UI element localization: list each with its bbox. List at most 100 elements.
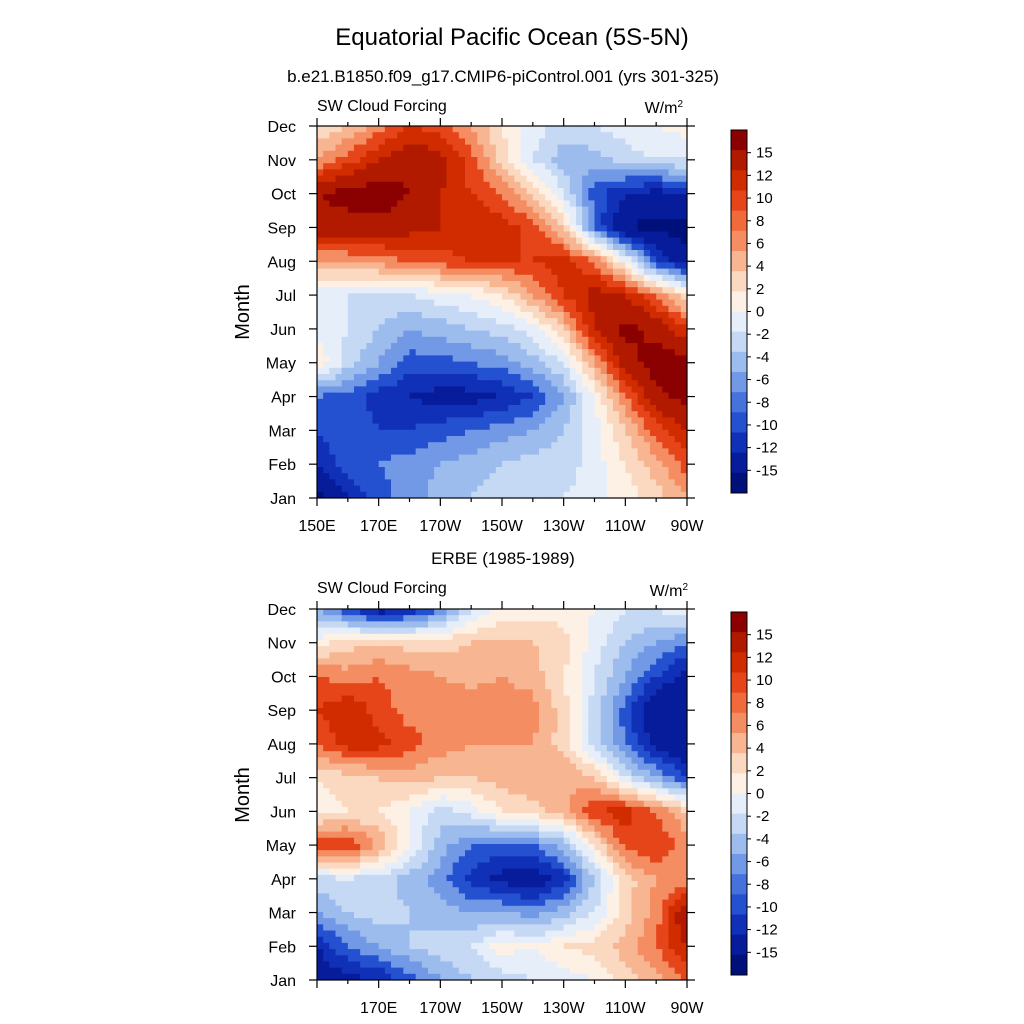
field-cell: [409, 417, 417, 425]
field-cell: [409, 324, 417, 332]
field-cell: [428, 336, 435, 344]
field-cell: [656, 392, 663, 400]
field-cell: [674, 652, 682, 660]
field-cell: [440, 714, 448, 721]
field-cell: [619, 417, 626, 425]
field-cell: [625, 157, 633, 164]
field-cell: [656, 163, 663, 170]
field-cell: [588, 367, 596, 375]
field-cell: [619, 726, 626, 734]
field-cell: [495, 181, 503, 189]
field-cell: [495, 392, 503, 400]
field-cell: [532, 633, 540, 641]
field-cell: [366, 442, 374, 449]
field-cell: [360, 491, 367, 498]
field-cell: [347, 312, 355, 319]
field-cell: [662, 219, 670, 226]
field-cell: [576, 726, 583, 734]
field-cell: [532, 231, 540, 239]
field-cell: [428, 485, 435, 493]
field-cell: [569, 138, 577, 146]
field-cell: [440, 652, 448, 660]
field-cell: [458, 652, 466, 660]
field-cell: [421, 473, 429, 480]
field-cell: [674, 473, 682, 480]
field-cell: [588, 398, 596, 406]
field-cell: [452, 243, 460, 251]
field-cell: [489, 436, 497, 443]
field-cell: [446, 169, 454, 177]
field-cell: [668, 405, 676, 412]
field-cell: [532, 615, 540, 622]
field-cell: [606, 175, 614, 183]
field-cell: [477, 206, 485, 214]
field-cell: [317, 707, 324, 715]
field-cell: [391, 417, 398, 425]
field-cell: [317, 367, 324, 375]
field-cell: [421, 701, 429, 709]
field-cell: [434, 627, 441, 635]
field-cell: [347, 398, 355, 406]
field-cell: [323, 355, 330, 363]
field-cell: [317, 738, 324, 746]
field-cell: [378, 206, 386, 214]
field-cell: [508, 225, 515, 232]
field-cell: [662, 683, 670, 690]
field-cell: [582, 126, 589, 133]
field-cell: [458, 398, 466, 406]
field-cell: [613, 621, 620, 629]
field-cell: [415, 194, 423, 201]
field-cell: [526, 664, 534, 672]
field-cell: [428, 374, 435, 381]
field-cell: [452, 442, 460, 449]
field-cell: [477, 652, 485, 660]
field-cell: [415, 436, 423, 443]
field-cell: [545, 726, 552, 734]
field-cell: [415, 714, 423, 721]
field-cell: [637, 250, 645, 257]
field-cell: [631, 627, 639, 635]
field-cell: [489, 330, 497, 338]
field-cell: [514, 615, 522, 622]
field-cell: [631, 219, 639, 226]
field-cell: [495, 144, 503, 152]
field-cell: [471, 274, 478, 282]
field-cell: [619, 683, 626, 690]
field-cell: [613, 485, 620, 493]
field-cell: [329, 442, 337, 449]
field-cell: [354, 707, 361, 715]
field-cell: [514, 231, 522, 239]
field-cell: [341, 714, 349, 721]
field-cell: [403, 405, 411, 412]
field-cell: [637, 460, 645, 468]
field-cell: [569, 274, 577, 282]
field-cell: [600, 491, 608, 498]
field-cell: [409, 256, 417, 263]
field-cell: [458, 392, 466, 400]
field-cell: [600, 720, 608, 728]
field-cell: [329, 683, 337, 690]
x-tick-label: 110W: [605, 518, 647, 535]
field-cell: [372, 212, 380, 220]
field-cell: [569, 349, 577, 356]
field-cell: [465, 652, 472, 660]
field-cell: [662, 701, 670, 709]
field-cell: [674, 411, 682, 418]
field-cell: [397, 726, 404, 734]
field-cell: [539, 324, 546, 332]
field-cell: [520, 411, 528, 418]
field-cell: [502, 318, 509, 325]
field-cell: [514, 701, 522, 709]
field-cell: [415, 374, 423, 381]
field-cell: [471, 349, 478, 356]
field-cell: [440, 683, 448, 690]
field-cell: [458, 281, 466, 288]
field-cell: [403, 367, 411, 375]
field-cell: [557, 479, 565, 487]
field-cell: [335, 460, 343, 468]
field-cell: [539, 138, 546, 146]
field-cell: [360, 714, 367, 721]
field-cell: [600, 126, 608, 133]
field-cell: [662, 720, 670, 728]
field-cell: [674, 237, 682, 245]
